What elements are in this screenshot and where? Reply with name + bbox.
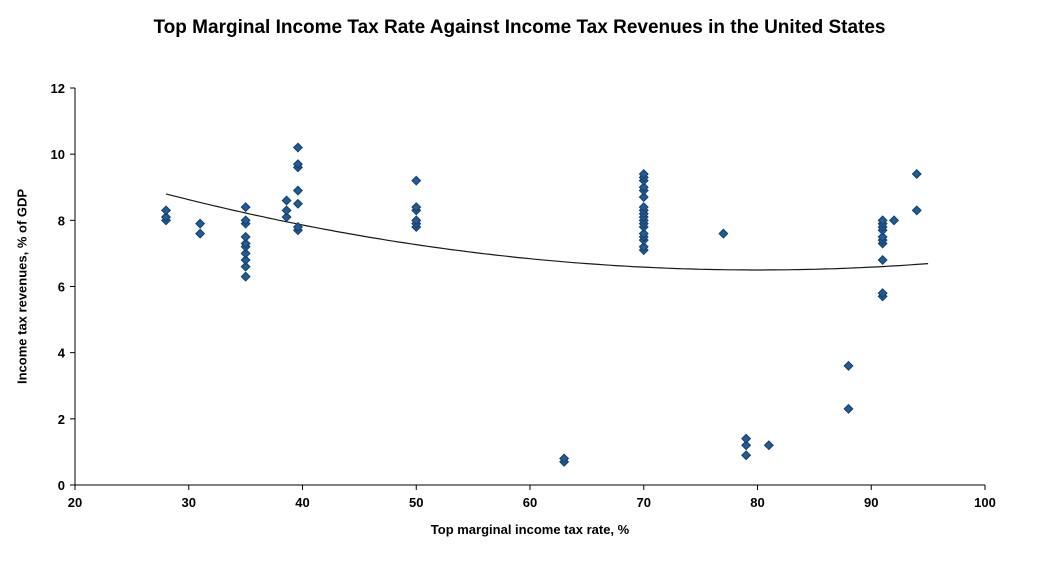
data-point — [638, 241, 649, 252]
y-tick-label: 2 — [58, 412, 65, 427]
trendline — [165, 193, 929, 271]
x-tick-label: 30 — [182, 495, 196, 510]
data-point — [559, 453, 570, 464]
data-point — [741, 433, 752, 444]
data-point — [718, 228, 729, 239]
data-point — [877, 231, 888, 242]
data-point — [638, 228, 649, 239]
x-tick-label: 100 — [974, 495, 996, 510]
data-point — [638, 169, 649, 180]
data-point — [843, 403, 854, 414]
x-tick-label: 40 — [295, 495, 309, 510]
data-point — [281, 195, 292, 206]
data-point — [292, 142, 303, 153]
x-tick-label: 90 — [864, 495, 878, 510]
data-point — [763, 440, 774, 451]
data-point — [911, 169, 922, 180]
data-point — [877, 255, 888, 266]
y-tick-label: 8 — [58, 213, 65, 228]
data-point — [741, 440, 752, 451]
y-tick-label: 4 — [58, 346, 66, 361]
data-point — [240, 202, 251, 213]
data-point — [292, 159, 303, 170]
data-point — [195, 218, 206, 229]
x-tick-label: 50 — [409, 495, 423, 510]
data-point — [877, 215, 888, 226]
y-tick-label: 0 — [58, 478, 65, 493]
data-point — [292, 198, 303, 209]
data-point — [281, 212, 292, 223]
y-tick-label: 10 — [51, 147, 65, 162]
data-point — [160, 212, 172, 223]
data-point — [292, 221, 303, 232]
data-point — [911, 205, 922, 216]
x-tick-label: 80 — [750, 495, 764, 510]
data-point — [240, 231, 251, 242]
x-tick-label: 60 — [523, 495, 537, 510]
data-point — [411, 202, 422, 213]
chart-title: Top Marginal Income Tax Rate Against Inc… — [153, 17, 886, 38]
data-point — [292, 185, 303, 196]
data-point — [411, 215, 422, 226]
data-point — [638, 202, 649, 213]
data-point — [638, 182, 649, 193]
x-axis-title: Top marginal income tax rate, % — [430, 522, 630, 537]
data-point — [240, 261, 251, 272]
y-tick-label: 12 — [51, 81, 65, 96]
x-tick-label: 20 — [68, 495, 82, 510]
y-tick-label: 6 — [58, 280, 65, 295]
data-point — [240, 238, 251, 249]
data-point — [638, 192, 649, 203]
data-point — [411, 175, 422, 186]
data-point — [741, 450, 752, 461]
data-point — [281, 205, 292, 216]
x-tick-label: 70 — [637, 495, 651, 510]
data-point — [877, 288, 888, 299]
data-point — [843, 360, 854, 371]
data-point — [240, 255, 251, 266]
data-point — [195, 228, 206, 239]
data-point — [240, 271, 251, 282]
data-point — [160, 205, 172, 216]
data-point — [888, 215, 900, 226]
data-point — [240, 215, 251, 226]
data-point — [240, 248, 251, 259]
